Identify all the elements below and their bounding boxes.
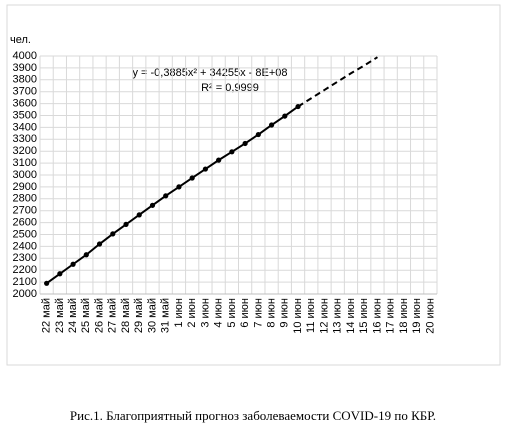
x-tick-label: 4 июн [213,298,225,328]
data-point [268,122,275,128]
x-tick-label: 24 май [67,298,79,333]
caption: Рис.1. Благоприятный прогноз заболеваемо… [70,408,436,423]
chart-frame [6,4,501,366]
x-tick-label: 29 май [133,298,145,333]
x-tick-label: 11 июн [305,298,317,333]
y-tick-label: 3000 [13,169,37,181]
x-tick-label: 30 май [146,298,158,333]
x-tick-label: 14 июн [345,298,357,334]
x-tick-label: 18 июн [398,298,410,334]
y-tick-label: 4000 [13,50,37,62]
x-tick-label: 28 май [120,298,132,333]
y-axis-label: чел. [10,34,31,46]
data-point [163,193,169,199]
data-point [202,166,209,172]
x-tick-label: 15 июн [358,298,370,334]
x-tick-label: 16 июн [371,298,383,334]
y-tick-label: 3300 [13,133,37,145]
y-tick-label: 2800 [13,193,37,205]
y-tick-label: 2100 [13,276,37,288]
data-point [149,202,156,208]
x-tick-label: 26 май [93,298,105,333]
x-tick-label: 8 июн [265,298,277,328]
x-tick-label: 1 июн [173,298,185,328]
data-point [255,131,261,138]
data-point [176,184,182,190]
x-tick-label: 6 июн [239,298,251,328]
x-tick-label: 23 май [54,298,66,333]
data-point [189,175,195,181]
x-tick-label: 13 июн [332,298,344,334]
data-point [242,140,248,147]
data-point [70,261,76,267]
y-tick-label: 3400 [13,121,37,133]
data-point [216,157,222,163]
data-point [44,280,50,286]
data-point [110,231,116,237]
y-tick-label: 2600 [13,217,37,229]
y-tick-label: 3500 [13,109,37,121]
x-tick-label: 22 май [41,298,53,333]
x-tick-label: 5 июн [226,298,238,328]
x-tick-label: 19 июн [411,298,423,334]
x-tick-label: 31 май [160,298,172,333]
data-point [57,271,63,277]
y-tick-label: 2300 [13,252,37,264]
x-tick-label: 20 июн [424,298,436,334]
y-tick-label: 2500 [13,228,37,240]
x-tick-label: 17 июн [385,298,397,334]
y-tick-label: 3700 [13,86,37,98]
trend-equation: y = -0,3885x² + 34255x - 8E+08 [132,67,287,79]
y-tick-label: 3900 [13,62,37,74]
x-tick-label: 3 июн [199,298,211,328]
x-tick-label: 7 июн [252,298,264,328]
y-tick-label: 3100 [13,157,37,169]
x-tick-label: 9 июн [279,298,291,328]
data-point [229,149,235,155]
y-tick-label: 3800 [13,74,37,86]
series-line [46,105,299,285]
data-point [96,241,103,247]
x-tick-label: 12 июн [318,298,330,334]
data-point [136,212,142,218]
x-tick-label: 2 июн [186,298,198,328]
data-point [123,221,129,227]
data-point [83,252,89,258]
y-tick-label: 2000 [13,288,37,300]
x-tick-label: 27 май [107,298,119,333]
x-tick-label: 10 июн [292,298,304,334]
y-tick-label: 2200 [13,264,37,276]
y-tick-label: 2400 [13,240,37,252]
data-point [282,113,288,119]
y-tick-label: 3600 [13,98,37,110]
series-line [297,56,378,108]
y-tick-label: 3200 [13,145,37,157]
y-tick-label: 2700 [13,205,37,217]
y-tick-label: 2900 [13,181,37,193]
x-tick-label: 25 май [80,298,92,333]
r-squared: R² = 0,9999 [201,82,259,94]
